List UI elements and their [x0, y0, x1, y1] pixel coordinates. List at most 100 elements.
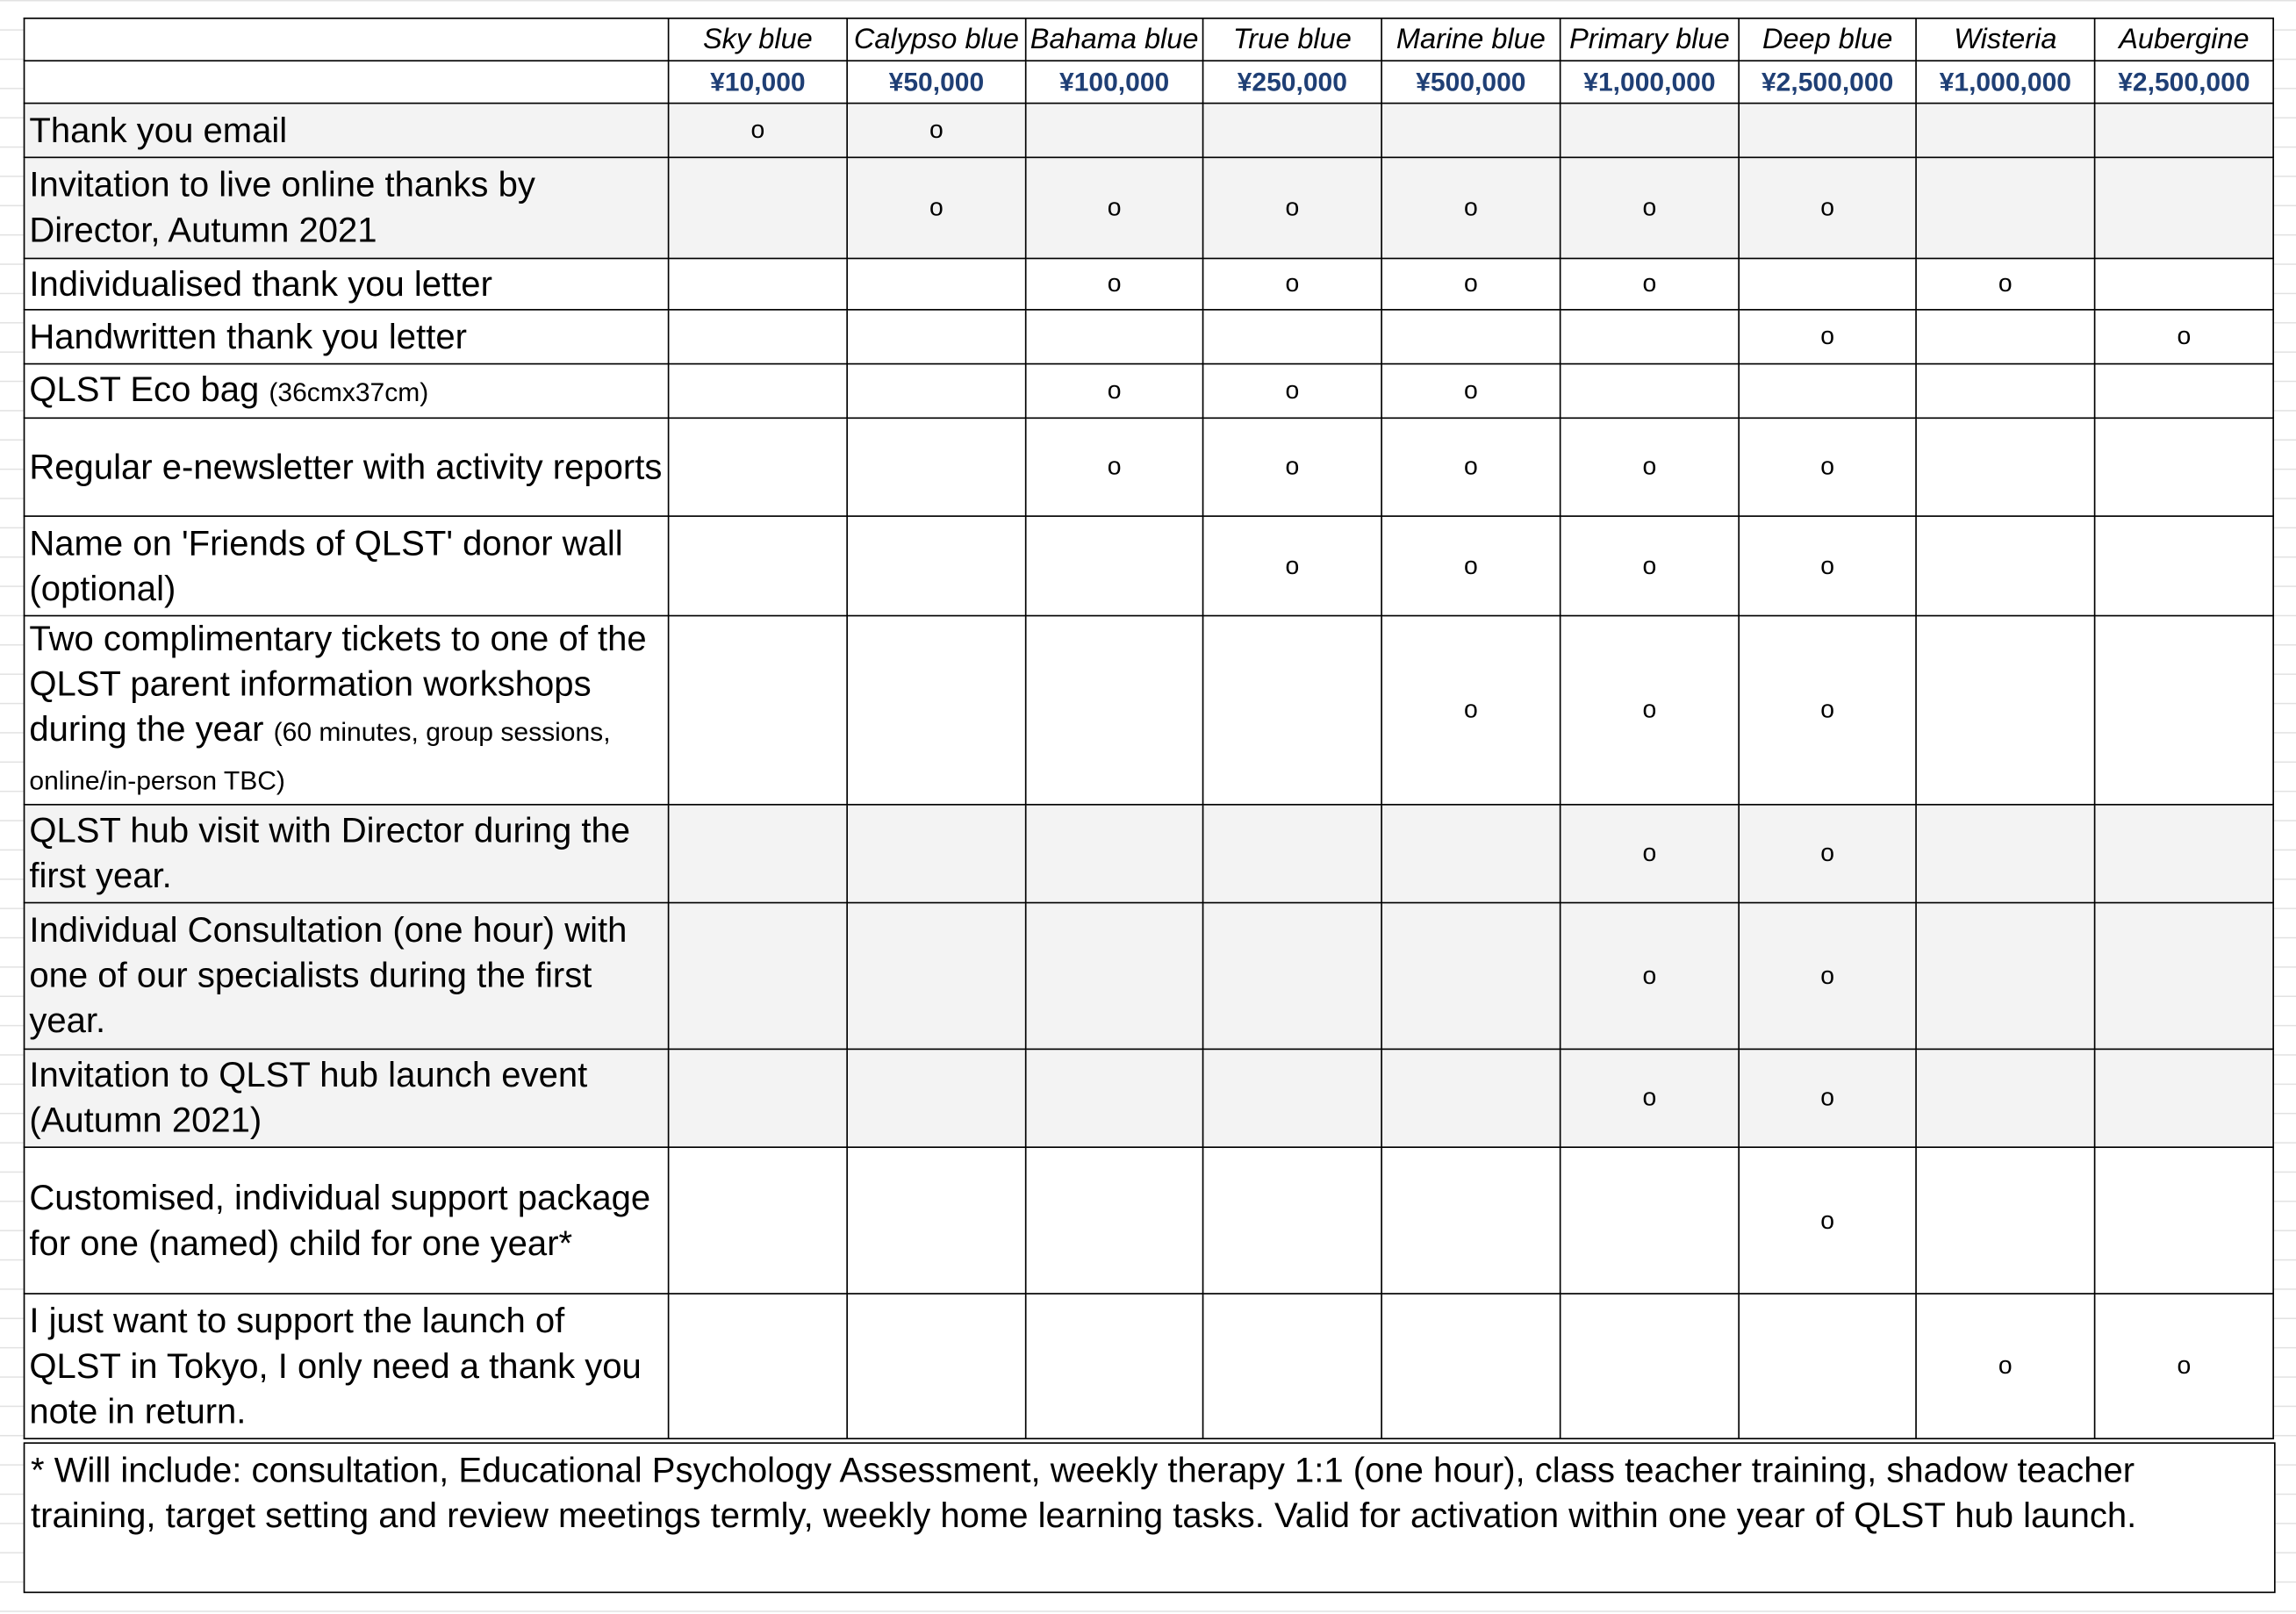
benefit-label: QLST hub visit with Director during the … — [29, 811, 631, 897]
tier-cell: o — [667, 102, 848, 159]
tier-name: Calypso blue — [846, 18, 1027, 62]
tier-cell — [2093, 1048, 2274, 1149]
tier-cell — [846, 362, 1027, 420]
benefit-row: QLST Eco bag (36cmx37cm) o o o — [23, 362, 2274, 420]
tier-cell — [2093, 362, 2274, 420]
tier-cell — [1202, 803, 1382, 904]
tier-cell — [667, 1293, 848, 1440]
tier-cell: o — [1024, 417, 1204, 517]
tier-cell: o — [1024, 156, 1204, 260]
tier-cell — [1381, 1293, 1561, 1440]
tier-name: Deep blue — [1738, 18, 1917, 62]
tier-cell — [1202, 102, 1382, 159]
benefit-row: Thank you email o o — [23, 102, 2274, 159]
tier-price: ¥500,000 — [1381, 60, 1561, 104]
benefit-cell: Two complimentary tickets to one of the … — [23, 614, 670, 806]
benefit-cell: QLST hub visit with Director during the … — [23, 803, 670, 904]
tier-cell — [667, 1048, 848, 1149]
tier-cell — [667, 362, 848, 420]
tier-cell — [1738, 1293, 1917, 1440]
tier-cell — [1915, 417, 2096, 517]
tier-cell — [1381, 1146, 1561, 1295]
tier-name: Primary blue — [1559, 18, 1740, 62]
tier-cell: o — [1738, 614, 1917, 806]
tier-cell: o — [1738, 515, 1917, 617]
tier-cell — [1559, 362, 1740, 420]
benefit-row: Name on 'Friends of QLST' donor wall (op… — [23, 515, 2274, 617]
tier-cell — [1024, 803, 1204, 904]
benefit-cell: Name on 'Friends of QLST' donor wall (op… — [23, 515, 670, 617]
tier-cell — [1915, 309, 2096, 365]
corner-cell — [23, 60, 670, 104]
tier-cell — [1202, 1293, 1382, 1440]
benefit-row: Individualised thank you letter o o o o o — [23, 257, 2274, 311]
tier-price: ¥1,000,000 — [1915, 60, 2096, 104]
tier-cell: o — [1915, 1293, 2096, 1440]
tier-cell: o — [1559, 614, 1740, 806]
tier-row: Sky blue Calypso blue Bahama blue True blue… — [23, 18, 2274, 62]
tier-cell: o — [1738, 1048, 1917, 1149]
tier-cell — [1202, 1146, 1382, 1295]
tier-cell: o — [1559, 417, 1740, 517]
benefit-cell: Individual Consultation (one hour) with … — [23, 901, 670, 1051]
tier-cell — [667, 156, 848, 260]
tier-cell — [667, 515, 848, 617]
tier-cell — [667, 417, 848, 517]
benefit-label: Invitation to live online thanks by Dire… — [29, 165, 535, 251]
tier-cell: o — [1738, 803, 1917, 904]
benefit-label: Regular e-newsletter with activity repor… — [29, 447, 663, 487]
tier-cell: o — [1738, 309, 1917, 365]
tier-cell: o — [1381, 614, 1561, 806]
tier-cell — [846, 1048, 1027, 1149]
tier-cell: o — [2093, 1293, 2274, 1440]
tier-cell: o — [1381, 362, 1561, 420]
benefit-row: Invitation to QLST hub launch event (Aut… — [23, 1048, 2274, 1149]
tier-cell — [1381, 309, 1561, 365]
tier-cell — [1559, 102, 1740, 159]
tier-name: Wisteria — [1915, 18, 2096, 62]
tier-cell: o — [1915, 257, 2096, 311]
tier-cell — [1024, 1146, 1204, 1295]
tier-cell — [1559, 1293, 1740, 1440]
tier-cell: o — [1381, 515, 1561, 617]
benefit-row: I just want to support the launch of QLS… — [23, 1293, 2274, 1440]
tier-cell: o — [1559, 515, 1740, 617]
benefit-cell: Individualised thank you letter — [23, 257, 670, 311]
benefit-cell: Thank you email — [23, 102, 670, 159]
tier-price: ¥10,000 — [667, 60, 848, 104]
tier-cell — [1915, 803, 2096, 904]
tier-cell: o — [1024, 257, 1204, 311]
tier-cell — [1024, 102, 1204, 159]
tier-cell — [667, 257, 848, 311]
tier-cell — [1915, 362, 2096, 420]
tier-name: Sky blue — [667, 18, 848, 62]
tier-cell — [1024, 614, 1204, 806]
benefit-label: Customised, individual support package f… — [29, 1178, 651, 1263]
tier-cell — [1024, 1293, 1204, 1440]
benefit-row: Regular e-newsletter with activity repor… — [23, 417, 2274, 517]
tier-cell — [2093, 257, 2274, 311]
tier-cell: o — [1202, 156, 1382, 260]
tier-cell — [2093, 1146, 2274, 1295]
tier-cell — [1202, 614, 1382, 806]
tier-cell — [1202, 1048, 1382, 1149]
tier-cell — [1024, 309, 1204, 365]
tier-cell — [1381, 901, 1561, 1051]
tier-cell — [1024, 515, 1204, 617]
tier-cell — [1915, 1048, 2096, 1149]
tier-name: Aubergine — [2093, 18, 2274, 62]
tier-cell: o — [1738, 417, 1917, 517]
tier-cell — [1559, 1146, 1740, 1295]
benefit-cell: Invitation to QLST hub launch event (Aut… — [23, 1048, 670, 1149]
tier-cell — [2093, 102, 2274, 159]
tier-cell — [667, 614, 848, 806]
tier-cell: o — [1024, 362, 1204, 420]
tier-cell — [1915, 901, 2096, 1051]
tier-cell — [1202, 901, 1382, 1051]
tier-cell — [1381, 803, 1561, 904]
tier-cell — [1915, 515, 2096, 617]
price-row: ¥10,000 ¥50,000 ¥100,000 ¥250,000 ¥500,000 ¥1… — [23, 60, 2274, 104]
tier-cell — [667, 309, 848, 365]
tier-cell — [1915, 614, 2096, 806]
